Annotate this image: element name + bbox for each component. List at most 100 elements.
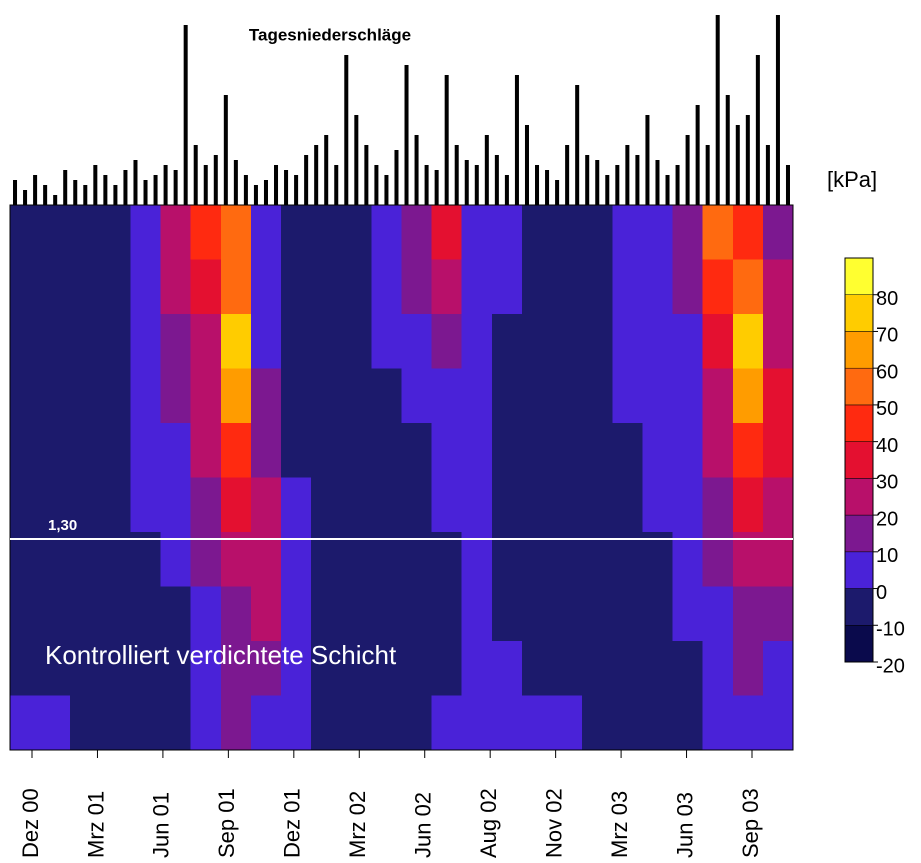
precipitation-bar: [344, 55, 349, 205]
contour-cell: [672, 695, 704, 751]
contour-cell: [10, 532, 41, 587]
contour-cell: [521, 695, 553, 751]
contour-cell: [220, 586, 252, 642]
x-tick-label: Mrz 03: [607, 791, 632, 858]
contour-cell: [401, 314, 433, 369]
contour-cell: [250, 423, 282, 478]
contour-cell: [401, 477, 433, 533]
contour-cell: [612, 368, 643, 424]
precipitation-bar: [625, 145, 630, 205]
contour-cell: [281, 205, 312, 260]
contour-cell: [220, 477, 252, 533]
contour-cell: [100, 259, 131, 315]
colorbar-tick-label: -20: [876, 655, 905, 677]
precipitation-bar: [404, 65, 409, 205]
precipitation-bar: [464, 160, 469, 205]
contour-cell: [130, 586, 162, 642]
contour-cell: [401, 259, 433, 315]
contour-cell: [10, 695, 41, 751]
contour-cell: [70, 368, 101, 424]
contour-cell: [371, 532, 402, 587]
contour-cell: [521, 641, 553, 696]
contour-cell: [582, 205, 613, 260]
precipitation-bar: [113, 185, 118, 205]
precipitation-bar: [314, 145, 319, 205]
contour-cell: [431, 586, 463, 642]
contour-cell: [281, 477, 312, 533]
contour-cell: [160, 586, 192, 642]
contour-cell: [461, 641, 493, 696]
contour-cell: [281, 423, 312, 478]
contour-cell: [582, 423, 613, 478]
colorbar-tick-label: 0: [876, 582, 887, 604]
precipitation-bar: [565, 145, 570, 205]
contour-cell: [371, 641, 402, 696]
x-tick-label: Sep 03: [738, 788, 763, 858]
contour-cell: [160, 259, 192, 315]
contour-cell: [250, 368, 282, 424]
precipitation-bar: [414, 135, 419, 205]
precipitation-bar: [73, 180, 78, 205]
precipitation-bar: [494, 155, 499, 205]
contour-cell: [341, 477, 372, 533]
unit-label: [kPa]: [827, 167, 877, 192]
precipitation-bar: [213, 155, 218, 205]
precipitation-bar: [785, 165, 790, 205]
precipitation-bar: [354, 115, 359, 205]
colorbar-tick-label: 60: [876, 361, 898, 383]
contour-cell: [702, 586, 734, 642]
contour-cell: [461, 314, 493, 369]
contour-cell: [431, 259, 463, 315]
contour-cell: [371, 477, 402, 533]
precipitation-bar: [183, 25, 188, 205]
precipitation-bar: [434, 170, 439, 205]
precipitation-bar: [555, 180, 560, 205]
contour-cell: [401, 205, 433, 260]
precipitation-bar: [705, 145, 710, 205]
contour-cell: [130, 423, 162, 478]
contour-cell: [552, 586, 583, 642]
contour-cell: [341, 695, 372, 751]
contour-cell: [642, 259, 674, 315]
contour-cell: [10, 314, 41, 369]
contour-cell: [341, 368, 372, 424]
contour-cell: [612, 477, 643, 533]
contour-cell: [612, 586, 643, 642]
contour-cell: [702, 695, 734, 751]
contour-cell: [130, 259, 162, 315]
contour-cell: [612, 532, 643, 587]
contour-cell: [190, 641, 222, 696]
contour-cell: [250, 695, 282, 751]
contour-cell: [762, 477, 794, 533]
contour-cell: [521, 259, 553, 315]
contour-cell: [371, 423, 402, 478]
precipitation-bar: [735, 125, 740, 205]
precipitation-bar: [263, 180, 268, 205]
chart-title: Tagesniederschläge: [249, 25, 411, 44]
precipitation-bar: [103, 175, 108, 205]
precipitation-bar: [33, 175, 38, 205]
contour-cell: [732, 314, 764, 369]
contour-cell: [10, 477, 41, 533]
contour-cell: [341, 641, 372, 696]
contour-cell: [431, 368, 463, 424]
contour-cell: [70, 586, 101, 642]
contour-cell: [100, 477, 131, 533]
contour-cell: [672, 259, 704, 315]
contour-cell: [311, 314, 342, 369]
contour-cell: [70, 423, 101, 478]
contour-cell: [100, 532, 131, 587]
precipitation-bar: [765, 145, 770, 205]
contour-cell: [190, 205, 222, 260]
colorbar-tick-label: 80: [876, 288, 898, 310]
contour-cell: [552, 477, 583, 533]
contour-cell: [220, 205, 252, 260]
contour-cell: [130, 477, 162, 533]
precipitation-bar: [424, 165, 429, 205]
x-tick-label: Mrz 02: [345, 791, 370, 858]
contour-cell: [552, 368, 583, 424]
contour-cell: [10, 368, 41, 424]
colorbar-tick-label: 70: [876, 325, 898, 347]
contour-cell: [582, 641, 613, 696]
contour-cell: [281, 695, 312, 751]
